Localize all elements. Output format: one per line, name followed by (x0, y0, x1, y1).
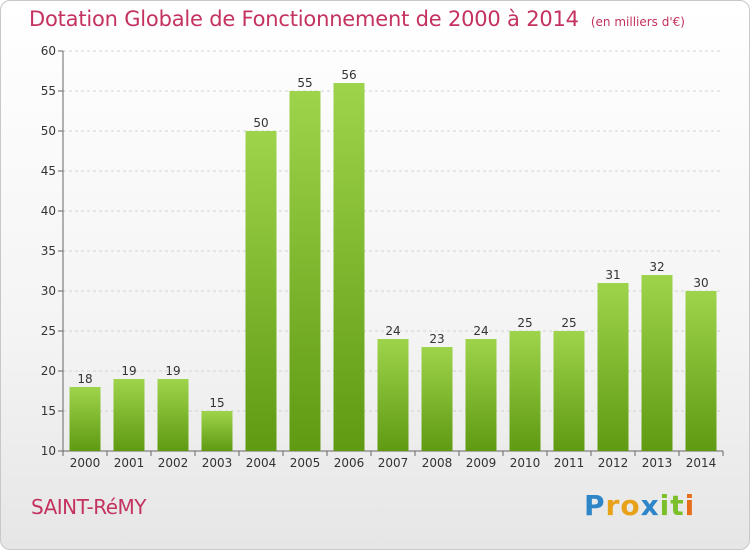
x-tick-label-2001: 2001 (114, 456, 145, 470)
bar-2000 (69, 387, 101, 451)
x-tick-label-2003: 2003 (202, 456, 233, 470)
y-tick-label: 45 (41, 164, 56, 178)
data-label-2002: 19 (165, 364, 180, 378)
x-tick-label-2012: 2012 (598, 456, 629, 470)
logo-letter: x (640, 489, 660, 522)
data-label-2003: 15 (209, 396, 224, 410)
bar-2001 (113, 379, 145, 451)
data-label-2001: 19 (121, 364, 136, 378)
x-tick-label-2004: 2004 (246, 456, 277, 470)
y-tick-label: 20 (41, 364, 56, 378)
y-tick-label: 40 (41, 204, 56, 218)
logo-letter: r (605, 489, 621, 522)
data-label-2000: 18 (77, 372, 92, 386)
commune-name: SAINT-RéMY (31, 495, 146, 519)
x-tick-label-2014: 2014 (686, 456, 717, 470)
axis-layer: 10 15 20 25 30 35 40 45 50 55 60 2000 2001 2002 2003 20… (41, 44, 724, 470)
y-tick-label: 10 (41, 444, 56, 458)
x-tick-label-2000: 2000 (70, 456, 101, 470)
bar-2011 (553, 331, 585, 451)
y-tick-label: 50 (41, 124, 56, 138)
label-layer: 18 19 19 15 50 55 56 24 23 24 25 25 31 32 30 (77, 68, 708, 410)
data-label-2014: 30 (693, 276, 708, 290)
data-label-2004: 50 (253, 116, 268, 130)
y-tick-label: 60 (41, 44, 56, 58)
bar-2007 (377, 339, 409, 451)
x-tick-label-2008: 2008 (422, 456, 453, 470)
x-tick-label-2005: 2005 (290, 456, 321, 470)
data-label-2010: 25 (517, 316, 532, 330)
bar-2004 (245, 131, 277, 451)
data-label-2013: 32 (649, 260, 664, 274)
data-label-2011: 25 (561, 316, 576, 330)
x-tick-label-2009: 2009 (466, 456, 497, 470)
bar-2012 (597, 283, 629, 451)
data-label-2008: 23 (429, 332, 444, 346)
logo-letter: P (584, 489, 606, 522)
bar-2010 (509, 331, 541, 451)
chart-subtitle: (en milliers d'€) (590, 15, 685, 29)
x-tick-label-2010: 2010 (510, 456, 541, 470)
bar-2014 (685, 291, 717, 451)
bar-2002 (157, 379, 189, 451)
x-tick-label-2013: 2013 (642, 456, 673, 470)
bar-2005 (289, 91, 321, 451)
data-label-2012: 31 (605, 268, 620, 282)
proxiti-logo[interactable]: Proxiti (584, 489, 695, 522)
y-tick-label: 25 (41, 324, 56, 338)
data-label-2009: 24 (473, 324, 488, 338)
bar-layer (69, 83, 717, 451)
bar-2006 (333, 83, 365, 451)
x-tick-label-2006: 2006 (334, 456, 365, 470)
bar-2009 (465, 339, 497, 451)
logo-letter: t (670, 489, 685, 522)
x-tick-label-2002: 2002 (158, 456, 189, 470)
logo-letter: o (620, 489, 641, 522)
data-label-2006: 56 (341, 68, 356, 82)
bar-2008 (421, 347, 453, 451)
bar-2013 (641, 275, 673, 451)
x-tick-label-2007: 2007 (378, 456, 409, 470)
data-label-2007: 24 (385, 324, 400, 338)
y-tick-label: 30 (41, 284, 56, 298)
title-row: Dotation Globale de Fonctionnement de 20… (29, 7, 685, 31)
y-tick-label: 35 (41, 244, 56, 258)
y-tick-label: 55 (41, 84, 56, 98)
data-label-2005: 55 (297, 76, 312, 90)
y-tick-label: 15 (41, 404, 56, 418)
bar-2003 (201, 411, 233, 451)
x-tick-label-2011: 2011 (554, 456, 585, 470)
logo-letter: i (684, 489, 696, 522)
logo-letter: i (659, 489, 671, 522)
chart-title: Dotation Globale de Fonctionnement de 20… (29, 7, 579, 31)
